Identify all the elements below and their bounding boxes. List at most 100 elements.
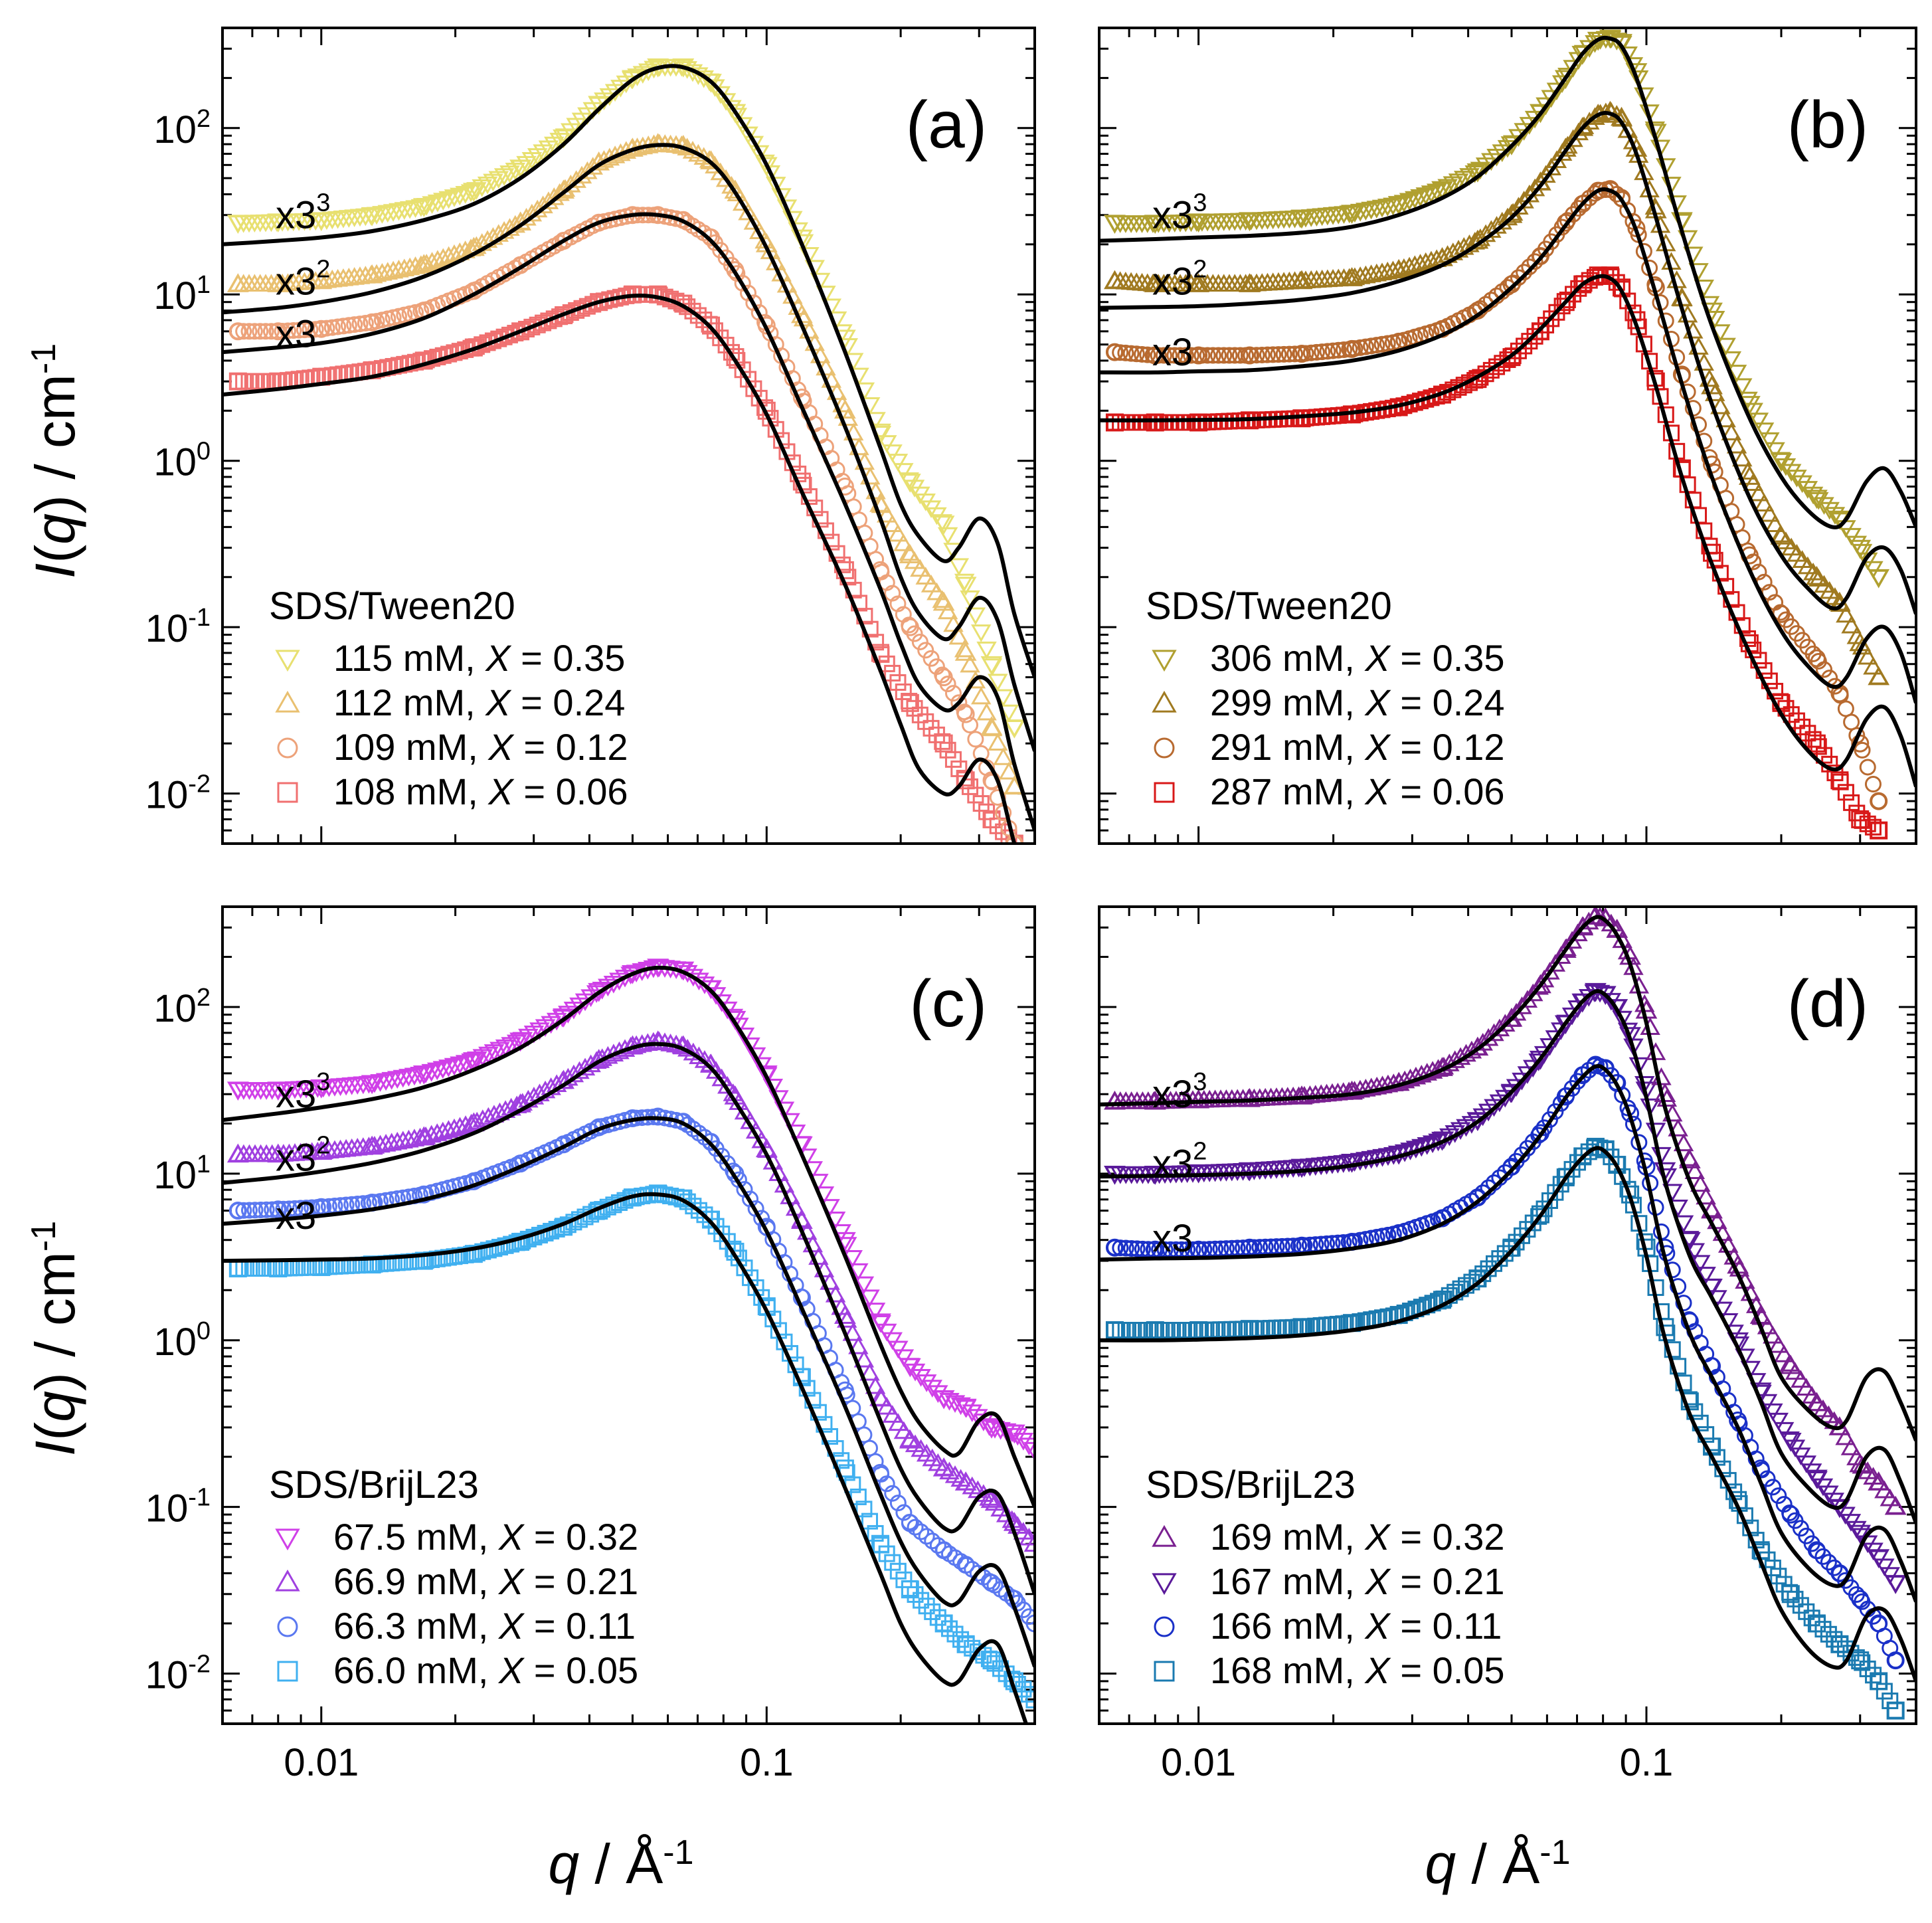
plot-frame [1098,27,1917,845]
data-point [738,126,758,145]
data-point [1134,345,1151,363]
data-point [1357,338,1374,355]
data-point [1794,718,1811,735]
data-point [1459,168,1480,186]
data-point [913,1523,930,1540]
fit-line [222,1042,1035,1595]
data-point [310,270,333,290]
data-point [1020,1686,1035,1703]
data-point [1868,1549,1890,1568]
data-point [460,184,482,203]
data-point [1003,1424,1025,1444]
data-point [1105,413,1124,432]
data-point [1361,1077,1381,1096]
data-point [335,318,352,335]
data-point [381,1133,402,1151]
data-point [246,1202,264,1219]
data-point [1373,335,1391,353]
data-point [1368,337,1385,354]
data-point [462,1112,485,1132]
data-point [679,1193,696,1210]
data-point [1431,181,1453,201]
data-point [1864,776,1882,793]
data-point [1144,215,1166,234]
plot-area [222,58,1035,844]
legend-entry: 66.3 mM, X = 0.11 [333,1605,636,1647]
data-point [252,1202,270,1219]
data-point [1541,90,1561,108]
legend-entry-value: = 0.32 [523,1516,638,1558]
data-point [893,1421,915,1439]
legend-entry: 287 mM, X = 0.06 [1210,771,1505,812]
data-point [907,1586,924,1603]
data-point [1531,322,1549,341]
data-point [1383,197,1403,216]
data-point [1726,435,1747,454]
y-axis-label-bottom: I(q) / cm-1 [24,1221,86,1456]
legend-entry: 67.5 mM, X = 0.32 [333,1516,638,1558]
legend-entry: 299 mM, X = 0.24 [1210,682,1505,723]
data-point [1678,1149,1701,1168]
legend-entry-value: = 0.35 [1390,637,1505,679]
data-point [1849,539,1872,559]
data-point [1841,615,1862,634]
y-tick-label-exponent: -1 [188,1484,211,1512]
y-tick-label-base: 10 [153,441,197,484]
data-point [910,559,930,577]
plot-frame [221,905,1036,1725]
offset-label: x3 [1152,1217,1193,1260]
y-tick-label-base: 10 [153,274,197,318]
data-point [1155,347,1172,364]
data-point [240,323,258,340]
data-point [998,704,1019,723]
legend-entry-value: = 0.21 [1390,1560,1505,1602]
data-point [1199,347,1216,364]
data-point [954,1471,977,1491]
plot-area [1099,29,1916,840]
data-point [1617,46,1638,64]
data-point [1105,1238,1124,1257]
data-point [1614,1168,1631,1185]
data-point [410,1066,430,1085]
data-point [932,1390,955,1410]
data-point [462,183,485,202]
offset-label-exponent: 3 [316,1068,330,1096]
legend-entry-conc: 169 mM, [1210,1516,1365,1558]
legend-entry-symbol: X [1363,1516,1391,1558]
data-point [1798,1603,1815,1620]
data-point [1806,565,1828,585]
data-point [1876,1683,1893,1700]
y-tick-label: 10-1 [145,1484,211,1530]
data-point [1870,1672,1888,1691]
data-point [1286,345,1304,363]
data-point [755,157,778,177]
data-point [882,1332,903,1350]
data-point [820,1272,840,1290]
data-point [980,1419,1003,1439]
legend-entry-value: = 0.05 [523,1649,638,1691]
data-point [1849,1524,1872,1544]
legend-entry-value: = 0.11 [523,1605,636,1647]
data-point [1748,412,1769,430]
data-point [1787,1590,1804,1607]
data-point [1341,1080,1363,1100]
legend-marker [1154,737,1175,759]
data-point [871,1534,889,1553]
data-point [745,380,762,397]
y-tick-label-base: 10 [153,1154,197,1197]
data-point [899,474,921,493]
data-point [1792,1597,1809,1614]
series-circle [228,1107,1035,1633]
data-point [1314,343,1331,361]
data-point [361,1135,383,1155]
data-point [1530,974,1551,994]
data-point [1701,1199,1723,1219]
data-point [389,260,409,278]
data-point [1573,1147,1592,1166]
data-point [444,1118,465,1137]
data-point [1594,986,1617,1005]
data-point [934,666,951,684]
fit-line [1099,274,1916,788]
data-point [700,74,722,93]
